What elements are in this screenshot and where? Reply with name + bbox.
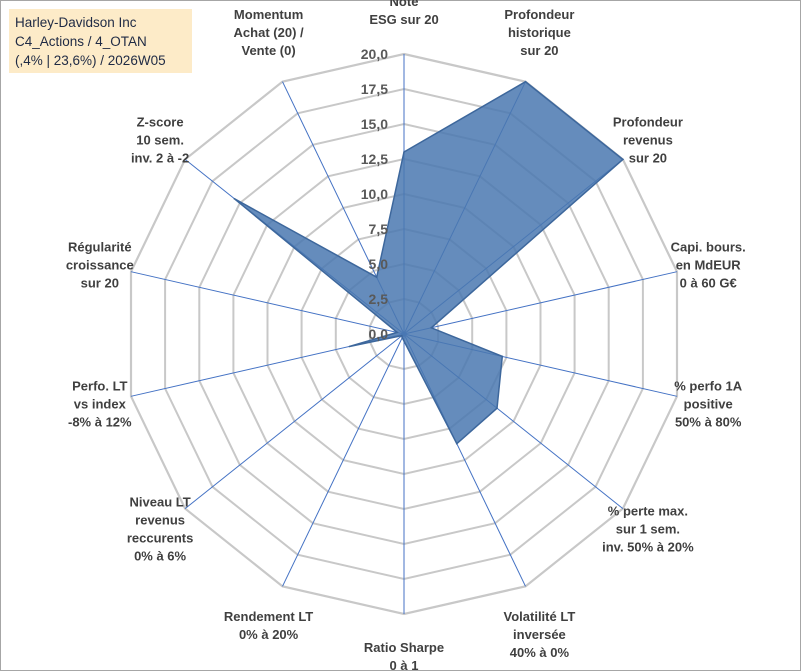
radar-axis-labels: Note ESG sur 20 Profondeur historique sur 20… <box>66 0 746 671</box>
chart-title-box: Harley-Davidson Inc C4_Actions / 4_OTAN … <box>9 9 192 73</box>
tick-label-7: 17,5 <box>361 81 388 97</box>
axis-label-10: Perfo. LT vs index -8% à 12% <box>68 378 132 429</box>
series-point-1 <box>524 80 527 83</box>
series-area <box>233 80 625 445</box>
series-point-10 <box>348 345 351 348</box>
axis-label-12-line-2: inv. 2 à -2 <box>131 151 189 166</box>
axis-label-12: Z-score 10 sem. inv. 2 à -2 <box>131 115 189 166</box>
axis-label-3-line-0: Capi. bours. <box>671 240 746 255</box>
title-line-period: (,4% | 23,6%) / 2026W05 <box>15 53 166 68</box>
series-point-4 <box>501 355 504 358</box>
axis-label-10-line-1: vs index <box>74 396 127 411</box>
axis-label-8-line-0: Rendement LT <box>224 609 313 624</box>
series-point-3 <box>430 327 433 329</box>
series-point-8 <box>401 337 404 339</box>
axis-label-9-line-3: 0% à 6% <box>134 549 186 564</box>
axis-label-11-line-2: sur 20 <box>81 276 119 291</box>
axis-label-12-line-0: Z-score <box>137 115 184 130</box>
title-line-company: Harley-Davidson Inc <box>15 15 137 30</box>
axis-label-1: Profondeur historique sur 20 <box>504 7 574 58</box>
axis-label-9-line-2: reccurents <box>127 531 193 546</box>
tick-label-1: 2,5 <box>369 291 389 307</box>
series-point-13 <box>375 276 378 279</box>
axis-label-3-line-2: 0 à 60 G€ <box>680 276 737 291</box>
tick-label-8: 20,0 <box>361 46 388 62</box>
axis-label-2-line-0: Profondeur <box>613 115 683 130</box>
axis-label-7-line-1: 0 à 1 <box>390 658 419 671</box>
axis-spoke-9 <box>184 333 405 509</box>
axis-label-5-line-1: sur 1 sem. <box>616 522 680 537</box>
axis-label-1-line-1: historique <box>508 25 571 40</box>
axis-label-0-line-0: Note <box>390 0 419 9</box>
axis-label-5-line-2: inv. 50% à 20% <box>602 540 694 555</box>
axis-label-6: Volatilité LT inversée 40% à 0% <box>504 609 576 660</box>
series-point-6 <box>456 442 458 445</box>
axis-spoke-3 <box>403 271 678 335</box>
axis-label-1-line-2: sur 20 <box>520 43 558 58</box>
axis-label-5: % perte max. sur 1 sem. inv. 50% à 20% <box>602 504 694 555</box>
series-point-5 <box>496 407 498 410</box>
series-point-9 <box>401 334 403 337</box>
series-point-11 <box>396 331 399 334</box>
axis-label-4-line-1: positive <box>684 396 733 411</box>
axis-label-9-line-0: Niveau LT <box>130 495 191 510</box>
tick-label-2: 5,0 <box>369 256 389 272</box>
axis-label-7: Ratio Sharpe 0 à 1 <box>364 640 444 671</box>
axis-label-10-line-0: Perfo. LT <box>72 378 127 393</box>
axis-label-12-line-1: 10 sem. <box>136 133 184 148</box>
axis-label-4-line-2: 50% à 80% <box>675 414 742 429</box>
tick-label-6: 15,0 <box>361 116 388 132</box>
axis-label-13-line-1: Achat (20) / <box>234 25 304 40</box>
axis-label-8-line-1: 0% à 20% <box>239 627 299 642</box>
axis-label-6-line-1: inversée <box>513 627 566 642</box>
axis-label-4-line-0: % perfo 1A <box>674 378 743 393</box>
axis-label-3: Capi. bours. en MdEUR 0 à 60 G€ <box>671 240 746 291</box>
radar-series <box>233 80 625 445</box>
axis-label-2: Profondeur revenus sur 20 <box>613 115 683 166</box>
tick-label-4: 10,0 <box>361 186 388 202</box>
axis-spoke-11 <box>130 271 405 335</box>
axis-label-13-line-2: Vente (0) <box>242 43 296 58</box>
axis-label-4: % perfo 1A positive 50% à 80% <box>674 378 743 429</box>
series-point-7 <box>403 340 405 342</box>
series-point-12 <box>233 197 236 200</box>
axis-label-5-line-0: % perte max. <box>608 504 688 519</box>
axis-label-3-line-1: en MdEUR <box>676 258 742 273</box>
axis-spoke-8 <box>282 333 405 587</box>
axis-label-6-line-2: 40% à 0% <box>510 645 570 660</box>
series-point-2 <box>622 158 624 161</box>
axis-label-2-line-2: sur 20 <box>629 151 667 166</box>
axis-label-11-line-1: croissance <box>66 258 134 273</box>
series-point-0 <box>403 151 405 153</box>
radar-tick-labels: 0,0 2,5 5,0 7,5 10,0 12,5 15,0 17,5 20,0 <box>361 46 388 342</box>
axis-label-6-line-0: Volatilité LT <box>504 609 576 624</box>
axis-label-0: Note ESG sur 20 <box>369 0 438 27</box>
axis-label-9-line-1: revenus <box>135 513 185 528</box>
axis-label-2-line-1: revenus <box>623 133 673 148</box>
axis-label-10-line-2: -8% à 12% <box>68 414 132 429</box>
title-line-category: C4_Actions / 4_OTAN <box>15 34 147 49</box>
axis-label-13-line-0: Momentum <box>234 7 303 22</box>
tick-label-5: 12,5 <box>361 151 388 167</box>
axis-label-1-line-0: Profondeur <box>504 7 574 22</box>
axis-label-11-line-0: Régularité <box>68 240 132 255</box>
axis-label-0-line-1: ESG sur 20 <box>369 12 438 27</box>
axis-label-9: Niveau LT revenus reccurents 0% à 6% <box>127 495 193 564</box>
axis-label-13: Momentum Achat (20) / Vente (0) <box>234 7 304 58</box>
tick-label-3: 7,5 <box>369 221 389 237</box>
axis-label-11: Régularité croissance sur 20 <box>66 240 134 291</box>
tick-label-0: 0,0 <box>369 326 389 342</box>
axis-label-8: Rendement LT 0% à 20% <box>224 609 313 642</box>
axis-label-7-line-0: Ratio Sharpe <box>364 640 444 655</box>
